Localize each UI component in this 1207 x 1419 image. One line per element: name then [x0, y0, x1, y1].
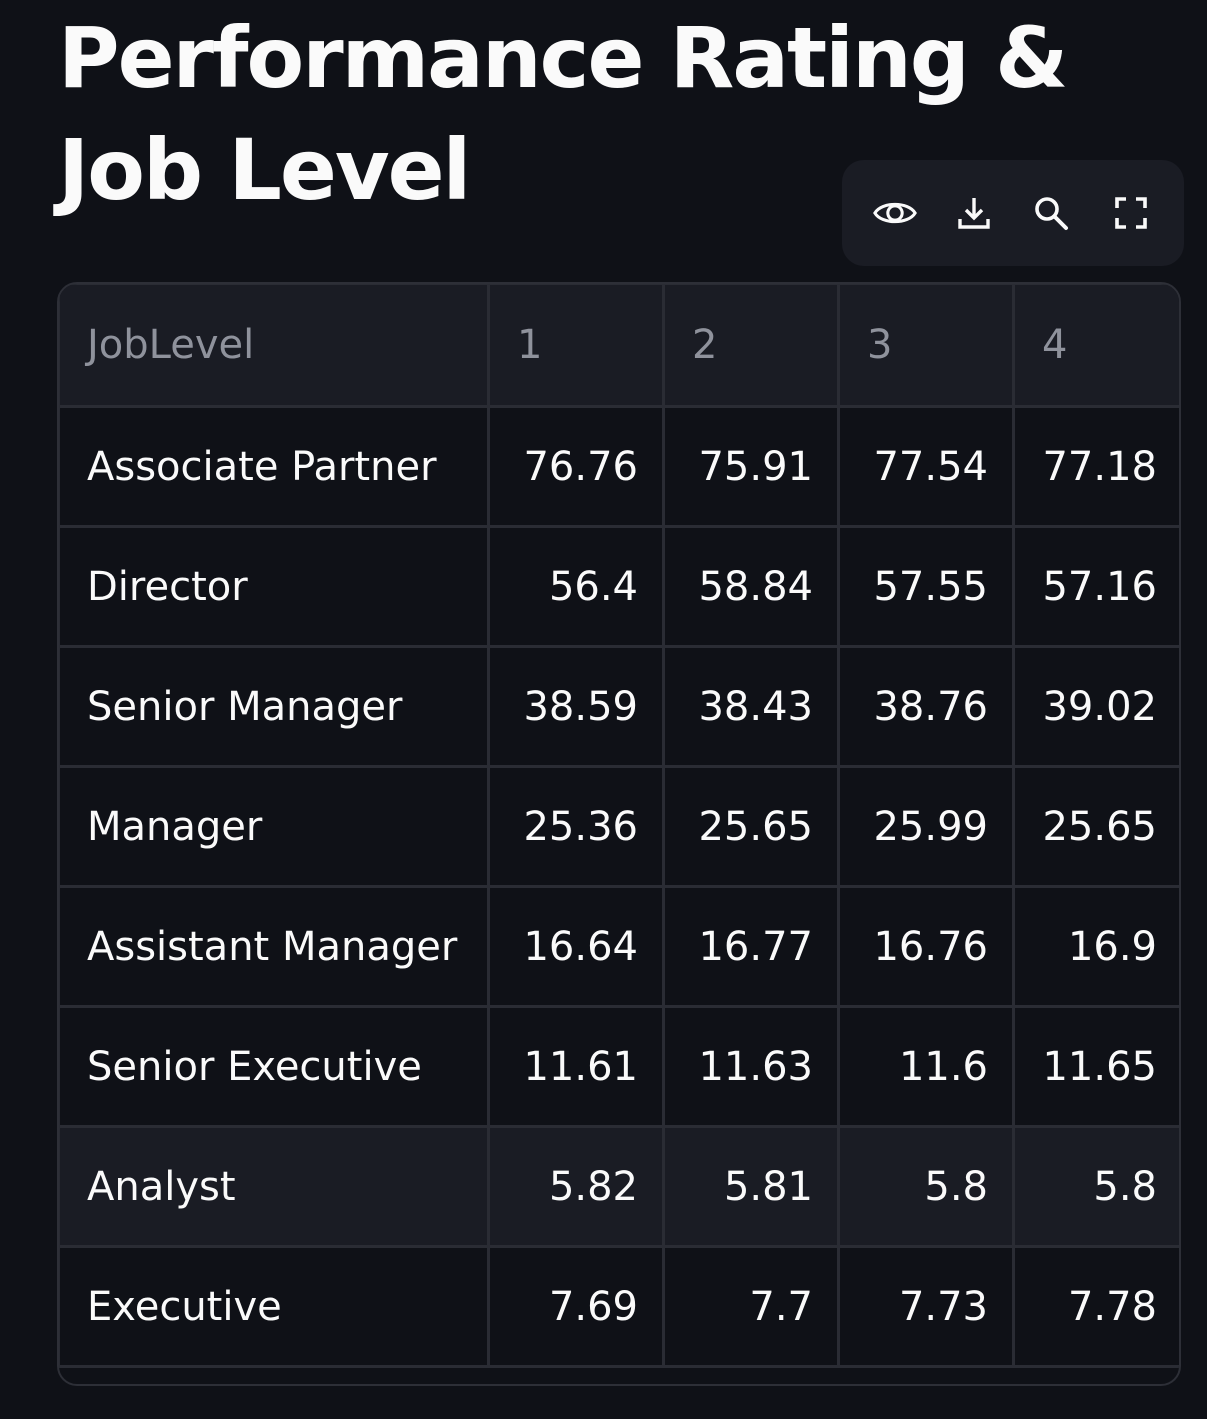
eye-icon[interactable]	[872, 191, 918, 235]
table-toolbar	[842, 160, 1184, 266]
row-label[interactable]: Director	[59, 525, 490, 648]
row-label[interactable]: Manager	[59, 765, 490, 888]
table-cell[interactable]: 7.7	[662, 1245, 840, 1368]
table-cell[interactable]: 77.54	[837, 405, 1015, 528]
table-cell[interactable]: 5.81	[662, 1125, 840, 1248]
table-cell[interactable]: 57.55	[837, 525, 1015, 648]
table-cell[interactable]: 7.73	[837, 1245, 1015, 1368]
download-icon[interactable]	[951, 191, 997, 235]
column-header-joblevel[interactable]: JobLevel	[59, 284, 490, 408]
table-cell[interactable]: 76.76	[487, 405, 665, 528]
fullscreen-icon[interactable]	[1108, 191, 1154, 235]
table-cell[interactable]: 11.65	[1012, 1005, 1179, 1128]
table-cell[interactable]: 56.4	[487, 525, 665, 648]
table-row: Associate Partner 76.76 75.91 77.54 77.1…	[59, 405, 1179, 528]
table-row: Manager 25.36 25.65 25.99 25.65	[59, 765, 1179, 888]
column-header-1[interactable]: 1	[487, 284, 665, 408]
row-label[interactable]: Analyst	[59, 1125, 490, 1248]
table-cell[interactable]: 38.43	[662, 645, 840, 768]
table-cell[interactable]: 11.6	[837, 1005, 1015, 1128]
row-label[interactable]: Assistant Manager	[59, 885, 490, 1008]
table-cell[interactable]: 38.76	[837, 645, 1015, 768]
search-icon[interactable]	[1028, 191, 1074, 235]
row-label[interactable]: Executive	[59, 1245, 490, 1368]
table-cell[interactable]: 5.8	[837, 1125, 1015, 1248]
table-row: Assistant Manager 16.64 16.77 16.76 16.9	[59, 885, 1179, 1008]
table-cell[interactable]: 75.91	[662, 405, 840, 528]
table-cell[interactable]: 57.16	[1012, 525, 1179, 648]
table-cell[interactable]: 25.36	[487, 765, 665, 888]
table-cell[interactable]: 7.78	[1012, 1245, 1179, 1368]
column-header-4[interactable]: 4	[1012, 284, 1179, 408]
table-row: Analyst 5.82 5.81 5.8 5.8	[59, 1125, 1179, 1248]
table-row: Senior Executive 11.61 11.63 11.6 11.65	[59, 1005, 1179, 1128]
table-cell[interactable]: 38.59	[487, 645, 665, 768]
table-row: Senior Manager 38.59 38.43 38.76 39.02	[59, 645, 1179, 768]
table-cell[interactable]: 5.8	[1012, 1125, 1179, 1248]
table-cell[interactable]: 7.69	[487, 1245, 665, 1368]
column-header-2[interactable]: 2	[662, 284, 840, 408]
row-label[interactable]: Senior Manager	[59, 645, 490, 768]
table-row: Director 56.4 58.84 57.55 57.16	[59, 525, 1179, 648]
page-title: Performance Rating & Job Level	[58, 9, 1068, 219]
table-cell[interactable]: 25.99	[837, 765, 1015, 888]
column-header-3[interactable]: 3	[837, 284, 1015, 408]
table-cell[interactable]: 16.64	[487, 885, 665, 1008]
table-cell[interactable]: 58.84	[662, 525, 840, 648]
table-cell[interactable]: 25.65	[1012, 765, 1179, 888]
table-cell[interactable]: 25.65	[662, 765, 840, 888]
row-label[interactable]: Senior Executive	[59, 1005, 490, 1128]
row-label[interactable]: Associate Partner	[59, 405, 490, 528]
table-cell[interactable]: 77.18	[1012, 405, 1179, 528]
table-cell[interactable]: 39.02	[1012, 645, 1179, 768]
table-cell[interactable]: 11.63	[662, 1005, 840, 1128]
data-table[interactable]: JobLevel 1 2 3 4 Associate Partner 76.76…	[57, 282, 1181, 1386]
table-cell[interactable]: 16.9	[1012, 885, 1179, 1008]
table-cell[interactable]: 5.82	[487, 1125, 665, 1248]
table-cell[interactable]: 11.61	[487, 1005, 665, 1128]
table-row: Executive 7.69 7.7 7.73 7.78	[59, 1245, 1179, 1368]
table-cell[interactable]: 16.76	[837, 885, 1015, 1008]
table-header-row: JobLevel 1 2 3 4	[59, 284, 1179, 408]
table-cell[interactable]: 16.77	[662, 885, 840, 1008]
